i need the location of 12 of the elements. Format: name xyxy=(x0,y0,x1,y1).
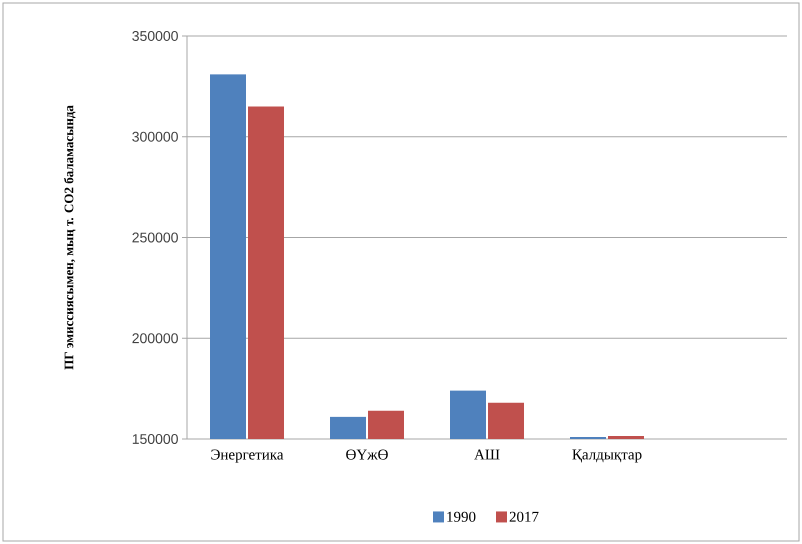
legend-label: 2017 xyxy=(510,512,539,522)
y-tick-label: 350000 xyxy=(132,31,178,41)
x-tick-label: Қалдықтар xyxy=(572,450,642,463)
y-tick-label: 200000 xyxy=(132,333,178,344)
y-tick-label: 150000 xyxy=(132,434,178,444)
y-tick-label: 250000 xyxy=(132,232,178,242)
x-tick-label: АШ xyxy=(474,450,500,460)
x-tick-label: ӨҮжӨ xyxy=(346,450,388,460)
y-axis-title: ПГ эмиссиясымен, мың т. CO2 баламасында xyxy=(64,105,76,370)
y-tick-label: 300000 xyxy=(132,132,178,142)
x-tick-label: Энергетика xyxy=(211,450,284,463)
legend-label: 1990 xyxy=(447,512,476,522)
